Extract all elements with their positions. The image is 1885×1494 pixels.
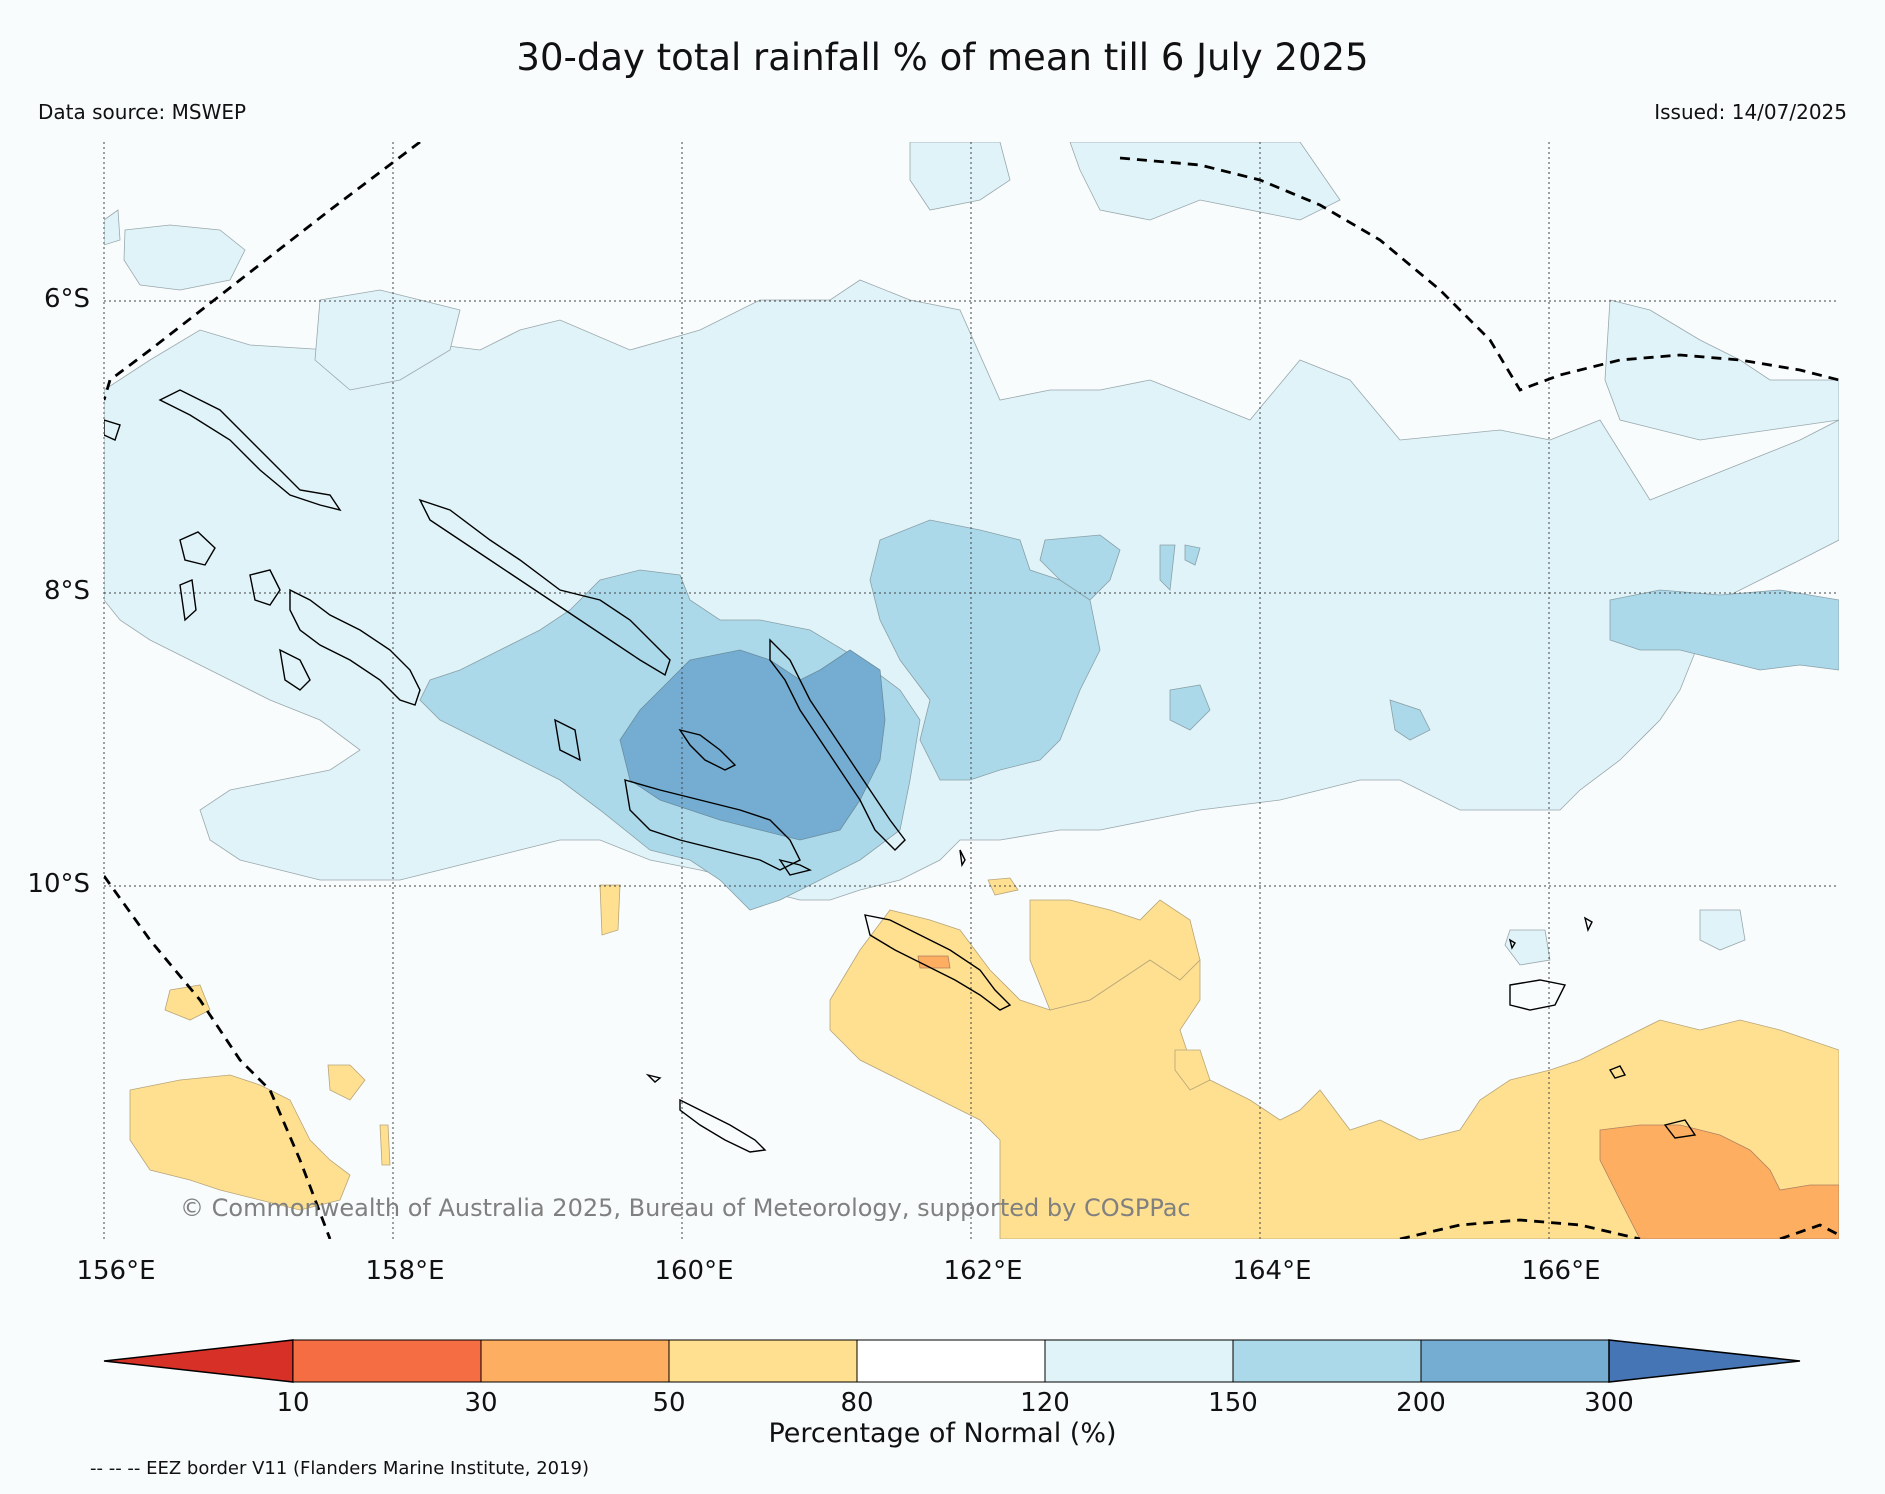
map-gridlines: [103, 142, 1839, 1239]
colorbar-segment: [292, 1339, 482, 1383]
coastlines: [104, 389, 1697, 1153]
eez-borders: [104, 142, 1839, 1239]
colorbar-tick-label: 50: [652, 1388, 686, 1418]
colorbar-segment: [480, 1339, 670, 1383]
colorbar-tick-label: 200: [1396, 1388, 1446, 1418]
lat-label-10s: 10°S: [27, 869, 90, 899]
colorbar: [103, 1339, 1801, 1383]
lon-label-164e: 164°E: [1232, 1256, 1312, 1286]
copyright-notice: © Commonwealth of Australia 2025, Bureau…: [180, 1194, 1191, 1222]
colorbar-tick-label: 120: [1020, 1388, 1070, 1418]
eez-legend: -- -- -- EEZ border V11 (Flanders Marine…: [90, 1458, 590, 1479]
lat-label-6s: 6°S: [43, 284, 90, 314]
colorbar-tick-label: 10: [276, 1388, 310, 1418]
rainfall-contours: [104, 142, 1839, 1239]
colorbar-extend-high: [1608, 1339, 1801, 1383]
colorbar-segment: [1232, 1339, 1422, 1383]
lon-label-158e: 158°E: [365, 1256, 445, 1286]
contour-50-80: [129, 877, 1839, 1239]
map-title: 30-day total rainfall % of mean till 6 J…: [516, 36, 1369, 79]
colorbar-extend-low: [103, 1339, 294, 1383]
colorbar-segment: [1420, 1339, 1610, 1383]
lon-label-160e: 160°E: [654, 1256, 734, 1286]
lon-label-162e: 162°E: [943, 1256, 1023, 1286]
colorbar-title: Percentage of Normal (%): [768, 1418, 1117, 1449]
colorbar-tick-label: 30: [464, 1388, 498, 1418]
issued-date-label: Issued: 14/07/2025: [1654, 100, 1847, 124]
colorbar-tick-label: 300: [1584, 1388, 1634, 1418]
colorbar-tick-label: 80: [840, 1388, 874, 1418]
lon-label-166e: 166°E: [1521, 1256, 1601, 1286]
data-source-label: Data source: MSWEP: [38, 100, 247, 124]
colorbar-segment: [856, 1339, 1046, 1383]
colorbar-segment: [1044, 1339, 1234, 1383]
colorbar-segment: [668, 1339, 858, 1383]
lat-label-8s: 8°S: [43, 576, 90, 606]
contour-200-300: [619, 649, 886, 841]
lon-label-156e: 156°E: [76, 1256, 156, 1286]
colorbar-tick-label: 150: [1208, 1388, 1258, 1418]
